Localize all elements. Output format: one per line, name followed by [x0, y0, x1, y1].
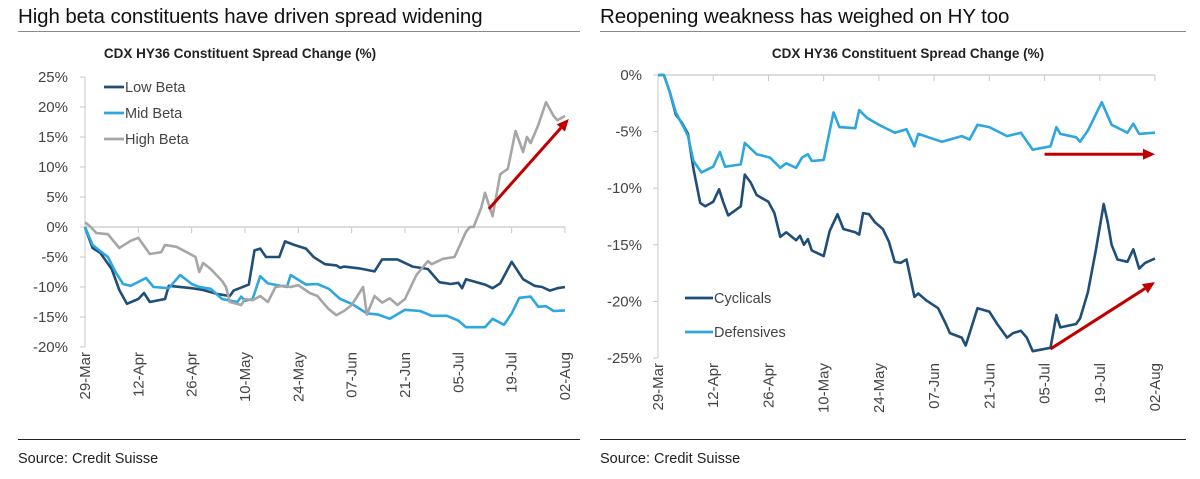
x-tick-label: 07-Jun	[344, 352, 361, 398]
trend-arrow-shaft	[487, 126, 562, 210]
y-tick-label: -15%	[607, 237, 642, 254]
trend-arrow	[1044, 148, 1155, 160]
y-tick-label: 0%	[46, 219, 68, 236]
y-tick-label: 15%	[38, 129, 68, 146]
series-line-cyclicals	[658, 73, 1156, 353]
heading-divider	[18, 31, 580, 32]
legend-label: High Beta	[125, 132, 190, 148]
y-tick-label: 10%	[38, 159, 68, 176]
legend-label: Cyclicals	[714, 291, 771, 307]
legend-label: Mid Beta	[125, 106, 183, 122]
x-tick-label: 12-Apr	[130, 352, 147, 397]
x-tick-label: 19-Jul	[1092, 363, 1109, 404]
panel-reopening: Reopening weakness has weighed on HY too…	[598, 0, 1200, 479]
x-tick-label: 07-Jun	[926, 363, 943, 409]
series-line-high-beta	[84, 100, 566, 317]
trend-arrow-head	[556, 119, 569, 132]
source-note: Source: Credit Suisse	[600, 451, 741, 467]
y-tick-label: -15%	[33, 309, 68, 326]
trend-arrow-head	[1141, 282, 1155, 294]
x-tick-label: 24-May	[871, 363, 888, 414]
y-tick-label: 20%	[38, 99, 68, 116]
y-tick-label: 0%	[620, 67, 642, 84]
series-line-low-beta	[83, 226, 566, 306]
panel-high-beta: High beta constituents have driven sprea…	[18, 5, 580, 467]
source-divider	[18, 439, 580, 440]
y-tick-label: -20%	[33, 339, 68, 356]
x-tick-label: 21-Jun	[981, 363, 998, 409]
legend-label: Low Beta	[125, 80, 186, 96]
trend-arrow	[487, 119, 569, 210]
trend-arrow-head	[1143, 148, 1155, 160]
panel-heading: High beta constituents have driven sprea…	[18, 5, 483, 28]
x-tick-label: 26-Apr	[184, 352, 201, 397]
x-tick-label: 05-Jul	[1037, 363, 1054, 404]
y-tick-label: -25%	[607, 350, 642, 367]
x-tick-label: 02-Aug	[1147, 363, 1164, 411]
y-tick-label: -20%	[607, 293, 642, 310]
x-tick-label: 12-Apr	[705, 363, 722, 408]
legend-item: Defensives	[685, 325, 786, 341]
x-tick-label: 29-Mar	[650, 363, 667, 411]
legend-item: High Beta	[104, 132, 190, 148]
source-note: Source: Credit Suisse	[18, 451, 159, 467]
x-tick-label: 10-May	[237, 352, 254, 403]
series-line-defensives	[658, 73, 1156, 174]
panel-heading: Reopening weakness has weighed on HY too	[600, 5, 1010, 28]
y-tick-label: -10%	[33, 279, 68, 296]
chart-high-beta: CDX HY36 Constituent Spread Change (%) 25…	[33, 46, 574, 403]
y-tick-label: 5%	[46, 189, 68, 206]
y-tick-label: -5%	[615, 124, 642, 141]
source-divider	[600, 439, 1186, 440]
x-tick-label: 24-May	[290, 352, 307, 403]
x-tick-label: 21-Jun	[397, 352, 414, 398]
trend-arrow	[1049, 282, 1155, 351]
y-tick-label: 25%	[38, 69, 68, 86]
legend-item: Mid Beta	[104, 106, 183, 122]
x-tick-label: 02-Aug	[557, 352, 574, 400]
x-tick-label: 10-May	[816, 363, 833, 414]
chart-cyclicals-defensives: CDX HY36 Constituent Spread Change (%) 0%…	[607, 46, 1164, 414]
y-tick-label: -5%	[41, 249, 68, 266]
series-line-mid-beta	[83, 226, 566, 329]
x-tick-label: 05-Jul	[450, 352, 467, 393]
x-tick-label: 29-Mar	[77, 352, 94, 400]
legend-label: Defensives	[714, 325, 786, 341]
chart-title: CDX HY36 Constituent Spread Change (%)	[772, 46, 1044, 61]
x-tick-label: 26-Apr	[760, 363, 777, 408]
legend-item: Cyclicals	[685, 291, 771, 307]
chart-title: CDX HY36 Constituent Spread Change (%)	[104, 46, 376, 61]
heading-divider	[600, 31, 1186, 32]
x-tick-label: 19-Jul	[504, 352, 521, 393]
trend-arrow-shaft	[1049, 287, 1146, 351]
y-tick-label: -10%	[607, 180, 642, 197]
legend-item: Low Beta	[104, 80, 186, 96]
